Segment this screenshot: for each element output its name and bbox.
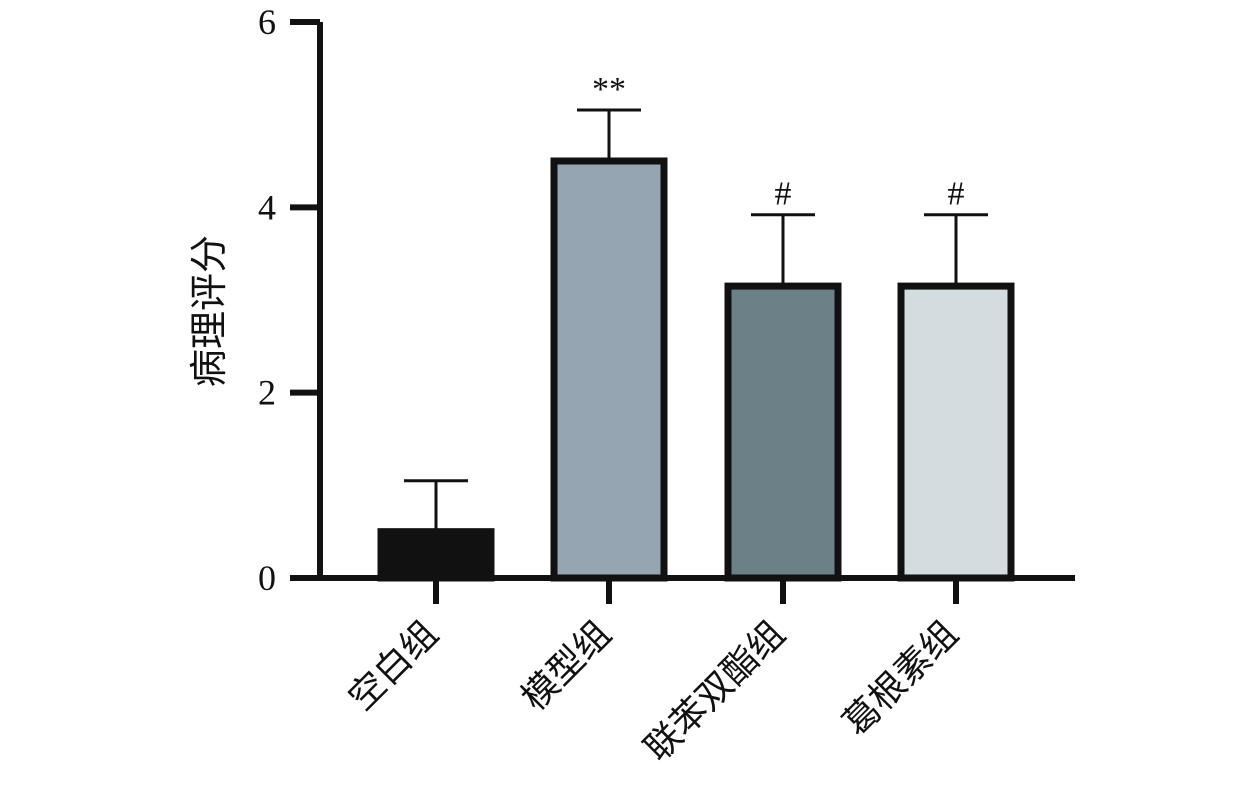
category-label: 空白组: [341, 613, 446, 718]
y-tick-label: 4: [258, 187, 276, 227]
bar: [377, 528, 495, 582]
bar: [724, 282, 842, 582]
significance-label: #: [948, 176, 965, 213]
bars: [377, 108, 1015, 582]
bar: [550, 157, 668, 582]
y-tick-label: 6: [258, 2, 276, 42]
significance-label: **: [592, 71, 626, 108]
y-tick-label: 2: [258, 373, 276, 413]
category-label: 联苯双酯组: [637, 613, 793, 769]
y-tick-label: 0: [258, 558, 276, 598]
bar: [897, 282, 1015, 582]
category-label: 葛根素组: [836, 613, 967, 744]
category-label: 模型组: [514, 613, 619, 718]
y-axis-label: 病理评分: [187, 235, 231, 387]
significance-label: #: [775, 176, 792, 213]
